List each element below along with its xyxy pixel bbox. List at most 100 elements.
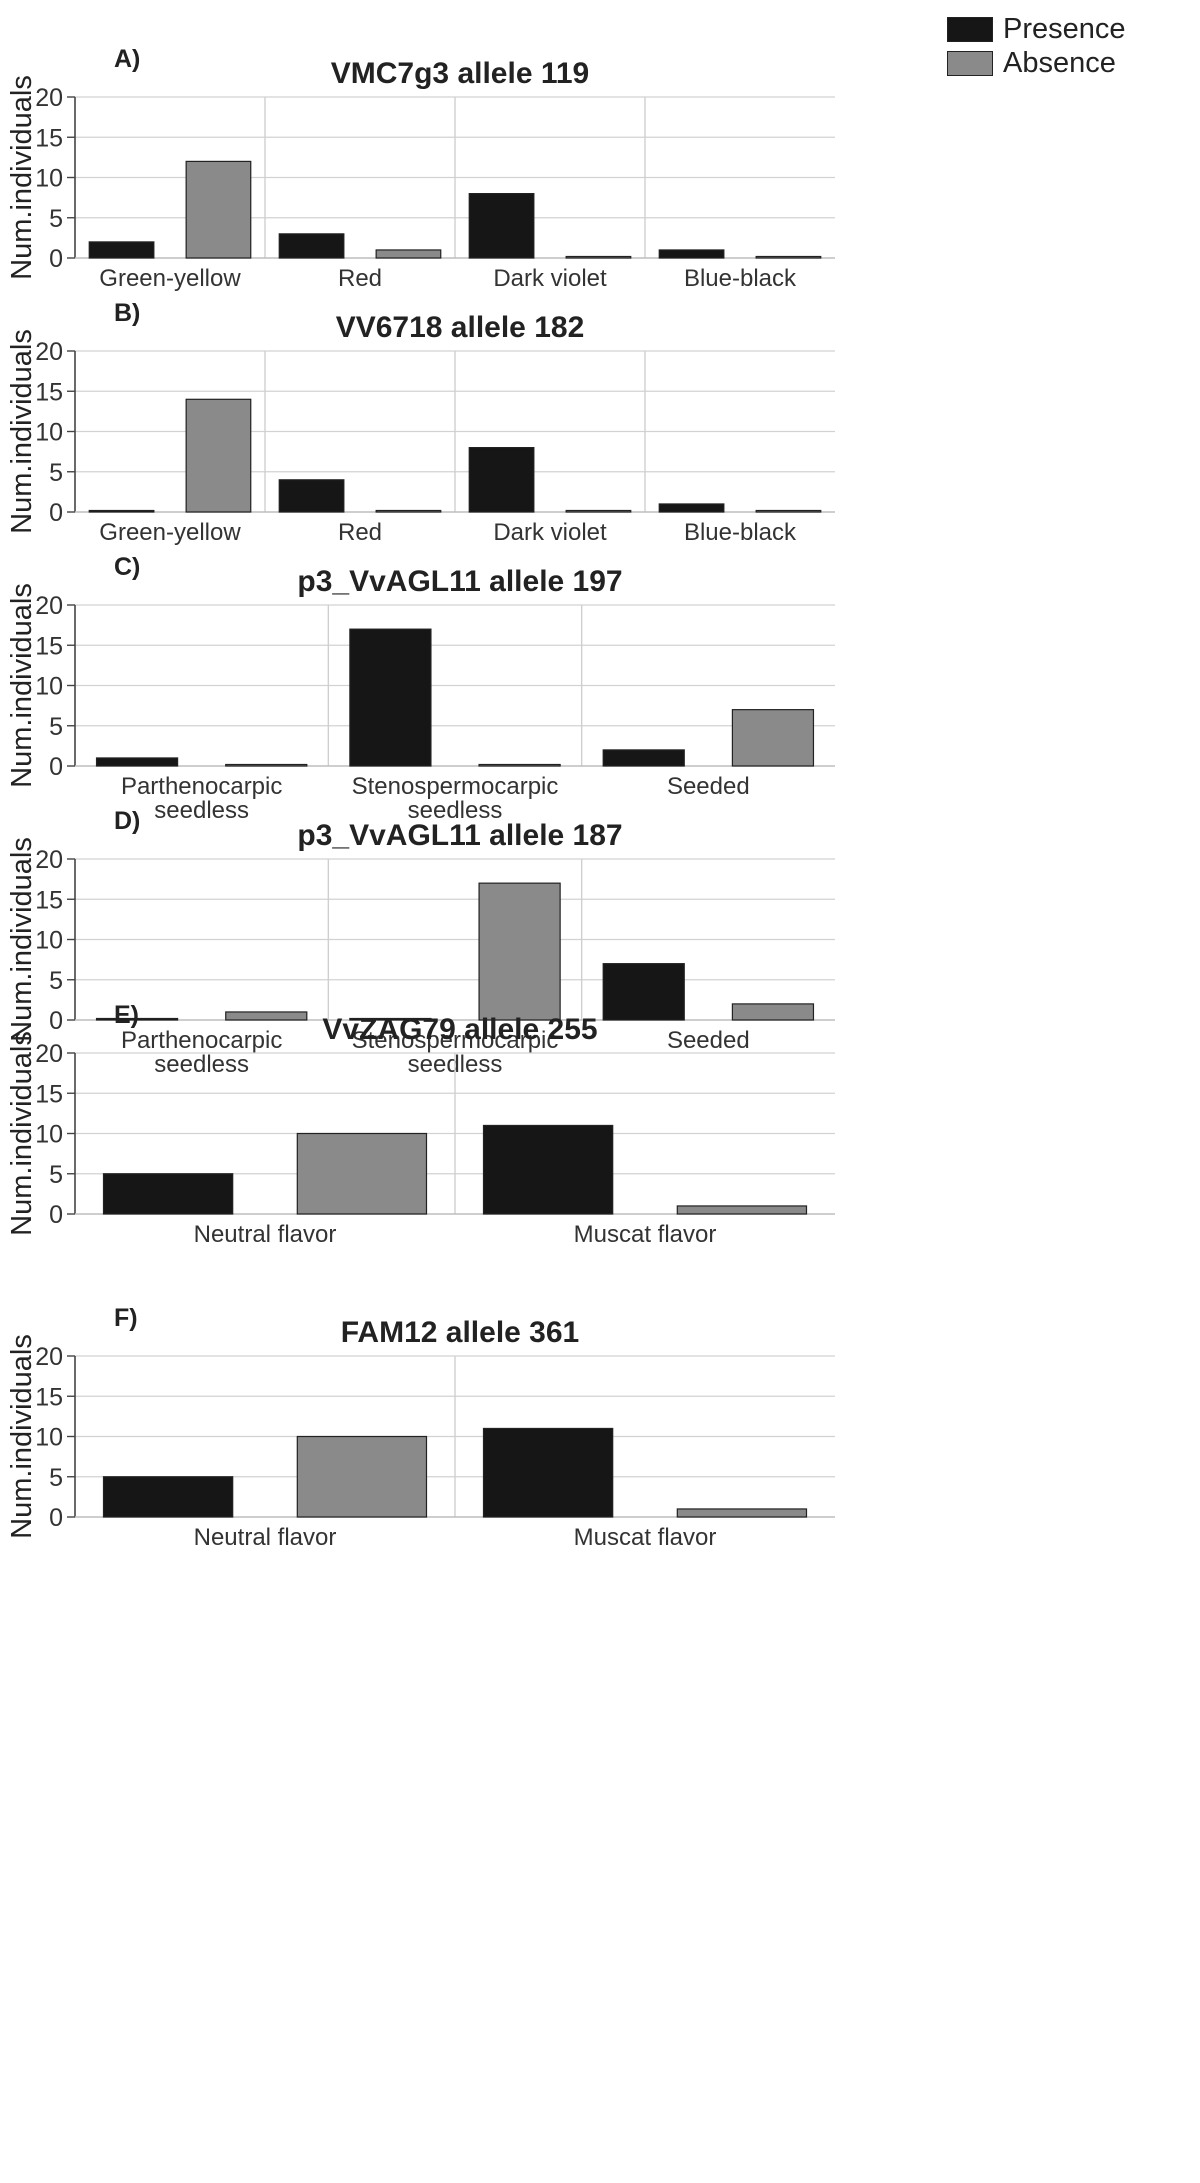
panel-2-bar-presence-4 (658, 503, 725, 513)
panel-1-bar-presence-2 (278, 233, 345, 259)
panel-2-y-tick-label: 0 (49, 499, 63, 527)
panel-2-category-label: Blue-black (684, 519, 797, 546)
panel-6-y-tick-label: 0 (49, 1504, 63, 1532)
panel-2-y-tick-label: 15 (35, 378, 63, 406)
panel-1-y-tick-label: 20 (35, 84, 63, 112)
panel-3-y-tick-label: 5 (49, 713, 63, 741)
panel-6-title: FAM12 allele 361 (341, 1316, 579, 1349)
panel-3-category-label-line: Stenospermocarpic (352, 773, 559, 800)
panel-6-bar-presence-1 (102, 1476, 234, 1518)
panel-1-category-label: Red (338, 265, 382, 292)
panel-4-panel-letter: D) (114, 807, 140, 835)
panel-5-y-tick-label: 0 (49, 1201, 63, 1229)
panel-3-category-label-line: seedless (154, 797, 249, 824)
panel-5-title: VvZAG79 allele 255 (322, 1013, 597, 1046)
legend-item-absence: Absence (947, 46, 1126, 80)
legend-swatch-presence (947, 16, 993, 42)
panel-2-y-tick-label: 10 (35, 419, 63, 447)
panel-4-bar-presence-1 (95, 1017, 179, 1021)
panel-3-bar-absence-3 (731, 709, 815, 767)
panel-6-panel-letter: F) (114, 1304, 138, 1332)
panel-6-category-label: Neutral flavor (194, 1524, 337, 1551)
panel-5-y-tick-label: 5 (49, 1161, 63, 1189)
panel-5-panel-letter: E) (114, 1001, 139, 1029)
panel-4-y-tick-label: 0 (49, 1007, 63, 1035)
panel-4-y-tick-label: 10 (35, 927, 63, 955)
panel-1-title: VMC7g3 allele 119 (331, 57, 590, 90)
panel-6-y-tick-label: 5 (49, 1464, 63, 1492)
panel-4-title: p3_VvAGL11 allele 187 (297, 819, 622, 852)
panel-4-category-label-line: seedless (154, 1051, 249, 1078)
panel-5-bar-absence-1 (296, 1132, 428, 1215)
legend-swatch-absence (947, 50, 993, 76)
panel-6-y-tick-label: 15 (35, 1383, 63, 1411)
panel-4-category-label-line: Stenospermocarpic (352, 1027, 559, 1054)
legend: Presence Absence (947, 12, 1126, 80)
panel-1-y-axis-label: Num.individuals (6, 75, 38, 280)
panel-1-bar-presence-3 (468, 193, 535, 259)
panel-1-category-label-line: Red (338, 265, 382, 292)
legend-label-presence: Presence (1003, 12, 1126, 45)
panel-2-y-tick-label: 20 (35, 338, 63, 366)
panel-2-y-axis-label: Num.individuals (6, 329, 38, 534)
panel-5-category-label-line: Muscat flavor (574, 1221, 717, 1248)
panel-5-y-tick-label: 15 (35, 1080, 63, 1108)
panel-6-bar-presence-2 (482, 1427, 614, 1518)
panel-2-category-label: Red (338, 519, 382, 546)
panel-3-bar-absence-2 (478, 763, 561, 767)
panel-1-bar-absence-4 (755, 255, 822, 259)
panel-6-y-axis-label: Num.individuals (6, 1334, 38, 1539)
panel-3-y-tick-label: 15 (35, 632, 63, 660)
panel-6-y-tick-label: 10 (35, 1424, 63, 1452)
panel-5-bar-presence-2 (482, 1124, 614, 1215)
panel-1-category-label: Blue-black (684, 265, 797, 292)
panel-5-y-axis-label: Num.individuals (6, 1031, 38, 1236)
panel-2-category-label: Dark violet (493, 519, 607, 546)
panel-2-title: VV6718 allele 182 (336, 311, 585, 344)
panel-3-bar-presence-2 (349, 628, 432, 767)
panel-3-category-label: Seeded (667, 773, 750, 800)
panel-2-category-label-line: Red (338, 519, 382, 546)
panel-2-bar-presence-2 (278, 479, 345, 513)
panel-2-category-label-line: Blue-black (684, 519, 797, 546)
panel-4-bar-presence-2 (349, 1017, 432, 1021)
panel-3-y-axis-label: Num.individuals (6, 583, 38, 788)
panel-3-category-label: Stenospermocarpic seedless (352, 773, 559, 824)
panel-4-y-tick-label: 15 (35, 886, 63, 914)
panel-4-y-tick-label: 20 (35, 846, 63, 874)
panel-6-bar-absence-1 (296, 1435, 428, 1518)
panel-3-bar-presence-1 (95, 757, 179, 767)
panel-4-bar-absence-2 (478, 882, 561, 1021)
panel-5-bar-presence-1 (102, 1173, 234, 1215)
panel-2-y-tick-label: 5 (49, 459, 63, 487)
panel-1-y-tick-label: 10 (35, 165, 63, 193)
panel-4-category-label: Parthenocarpic seedless (121, 1027, 282, 1078)
panel-1-bar-absence-2 (375, 249, 442, 259)
panel-3-title: p3_VvAGL11 allele 197 (297, 565, 622, 598)
panel-2-bar-absence-1 (185, 398, 252, 513)
panel-1-category-label: Green-yellow (99, 265, 241, 292)
panel-2-bar-presence-1 (88, 509, 155, 513)
panel-1-bar-absence-3 (565, 255, 632, 259)
panel-4-category-label-line: Seeded (667, 1027, 750, 1054)
panel-4-category-label: Seeded (667, 1027, 750, 1054)
panel-5-bar-absence-2 (676, 1205, 808, 1215)
panel-4-category-label-line: Parthenocarpic (121, 1027, 282, 1054)
panel-6-category-label-line: Muscat flavor (574, 1524, 717, 1551)
panel-2-bar-absence-3 (565, 509, 632, 513)
panel-2-category-label-line: Dark violet (493, 519, 607, 546)
panel-4-bar-absence-1 (225, 1011, 308, 1021)
panel-1-category-label-line: Dark violet (493, 265, 607, 292)
panel-3-category-label-line: Seeded (667, 773, 750, 800)
panel-3-bar-presence-3 (602, 749, 685, 767)
panel-2-bar-absence-4 (755, 509, 822, 513)
panel-3-y-tick-label: 10 (35, 673, 63, 701)
legend-item-presence: Presence (947, 12, 1126, 46)
panel-4-bar-absence-3 (731, 1003, 815, 1021)
panel-3-y-tick-label: 20 (35, 592, 63, 620)
legend-label-absence: Absence (1003, 46, 1116, 79)
panel-1-y-tick-label: 0 (49, 245, 63, 273)
panel-6-bar-absence-2 (676, 1508, 808, 1518)
panel-6-category-label: Muscat flavor (574, 1524, 717, 1551)
